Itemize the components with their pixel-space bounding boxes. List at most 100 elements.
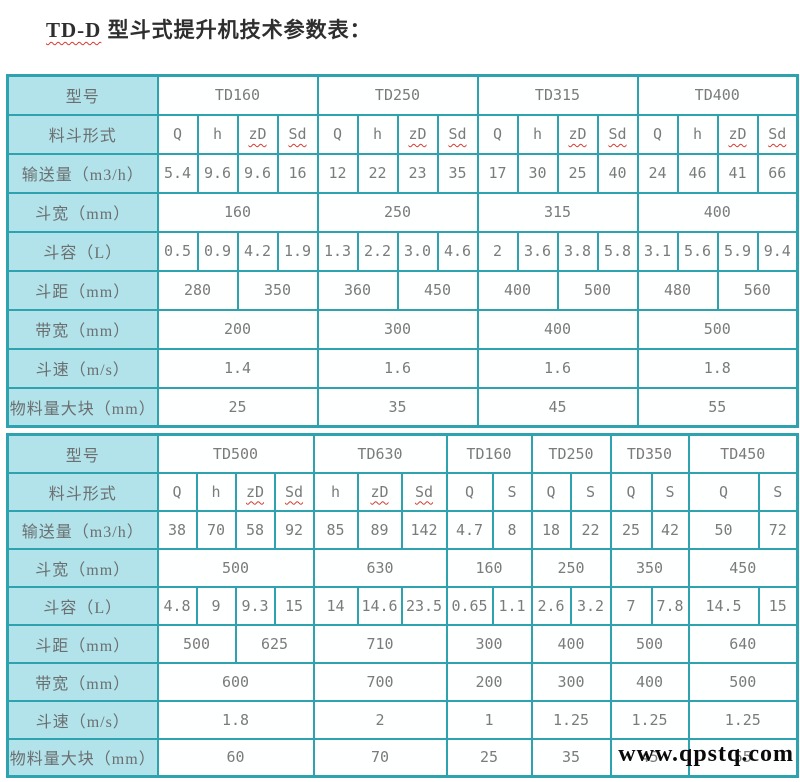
table-cell: 8 xyxy=(491,509,533,550)
table-cell: 9.3 xyxy=(234,585,276,626)
cell-value: 250 xyxy=(383,203,412,221)
table-cell: 58 xyxy=(234,509,276,550)
table-cell: 5.6 xyxy=(676,230,719,272)
table-cell: 1.8 xyxy=(156,699,315,740)
cell-value: 23.5 xyxy=(405,596,443,615)
cell-value: 142 xyxy=(410,520,438,539)
table-cell: Sd xyxy=(273,471,315,512)
cell-value: Q xyxy=(492,125,503,143)
table-cell: zD xyxy=(356,471,403,512)
table-cell: 1.4 xyxy=(156,347,319,389)
table-cell: 16 xyxy=(276,152,319,194)
table-row: 型号 TD160 TD250 TD315 TD400 xyxy=(6,74,799,116)
cell-value: 500 xyxy=(221,558,250,577)
table-cell: Q xyxy=(609,471,653,512)
cell-value: TD315 xyxy=(534,86,581,105)
title-model-code: TD-D xyxy=(46,18,102,42)
table-row: 带宽（mm） 600 700 200 300 400 500 xyxy=(6,661,799,702)
table-cell: Sd xyxy=(436,113,479,155)
cell-value: S xyxy=(773,482,783,501)
table-cell: 9.6 xyxy=(236,152,279,194)
cell-value: 360 xyxy=(343,281,372,299)
table-cell: 22 xyxy=(356,152,399,194)
row-label: 斗容（L） xyxy=(6,585,159,626)
table-cell: h xyxy=(312,471,359,512)
row-label: 斗容（L） xyxy=(6,230,159,272)
row-label: 斗距（mm） xyxy=(6,623,159,664)
cell-value: Sd xyxy=(608,125,627,143)
table-cell: zD xyxy=(556,113,599,155)
table-cell: 3.1 xyxy=(636,230,679,272)
table-cell: 480 xyxy=(636,269,719,311)
table-cell: TD160 xyxy=(445,433,533,474)
cell-value: 23 xyxy=(408,164,427,182)
table-cell: 18 xyxy=(530,509,572,550)
cell-value: 1.6 xyxy=(543,359,572,377)
cell-value: 450 xyxy=(423,281,452,299)
cell-value: 22 xyxy=(581,520,600,539)
cell-value: 4.6 xyxy=(443,242,472,260)
cell-value: 300 xyxy=(557,672,585,691)
cell-value: 3.8 xyxy=(563,242,592,260)
cell-value: 7.8 xyxy=(656,596,684,615)
cell-value: 5.6 xyxy=(683,242,712,260)
table-cell: 25 xyxy=(556,152,599,194)
cell-value: 12 xyxy=(328,164,347,182)
cell-value: 9.6 xyxy=(243,164,272,182)
row-label: 物料量大块（mm） xyxy=(6,737,159,778)
cell-value: 38 xyxy=(167,520,187,539)
cell-value: 2 xyxy=(492,242,503,260)
cell-value: 7 xyxy=(626,596,636,615)
table-cell: 42 xyxy=(650,509,690,550)
table-cell: 0.65 xyxy=(445,585,494,626)
row-label: 斗速（m/s） xyxy=(6,347,159,389)
table-cell: 50 xyxy=(687,509,760,550)
table-cell: Q xyxy=(156,471,198,512)
table-cell: 500 xyxy=(556,269,639,311)
table-row: 斗容（L） 0.5 0.9 4.2 1.9 1.3 2.2 3.0 4.6 2 3.6 3.8 5.8 3… xyxy=(6,230,799,272)
cell-value: 2.2 xyxy=(363,242,392,260)
table-cell: 30 xyxy=(516,152,559,194)
table-cell: TD315 xyxy=(476,74,639,116)
cell-value: 710 xyxy=(366,634,394,653)
cell-value: 1.6 xyxy=(383,359,412,377)
table-row: 输送量（m3/h） 38 70 58 92 85 89 142 4.7 8 18 22 25 42 50 72 xyxy=(6,509,799,550)
table-cell: 500 xyxy=(609,623,690,664)
table-cell: 300 xyxy=(445,623,533,664)
cell-value: 35 xyxy=(561,748,581,767)
table-row: 物料量大块（mm） 25 35 45 55 xyxy=(6,386,799,428)
cell-value: 200 xyxy=(223,320,252,338)
table-cell: S xyxy=(491,471,533,512)
cell-value: Sd xyxy=(288,125,307,143)
cell-value: TD500 xyxy=(212,444,259,463)
row-label: 物料量大块（mm） xyxy=(6,386,159,428)
cell-value: zD xyxy=(248,125,267,143)
table-cell: 400 xyxy=(609,661,690,702)
table-cell: zD xyxy=(396,113,439,155)
table-cell: Q xyxy=(156,113,199,155)
cell-value: zD xyxy=(370,482,389,501)
cell-value: TD250 xyxy=(374,86,421,105)
table-cell: Q xyxy=(687,471,760,512)
table-cell: 1.25 xyxy=(687,699,799,740)
cell-value: 450 xyxy=(729,558,757,577)
table-cell: 3.2 xyxy=(569,585,612,626)
cell-value: h xyxy=(372,125,383,143)
cell-value: Q xyxy=(626,482,636,501)
cell-value: zD xyxy=(408,125,427,143)
table-cell: 9.6 xyxy=(196,152,239,194)
cell-value: S xyxy=(665,482,675,501)
table-cell: 45 xyxy=(609,737,690,778)
table-cell: 7.8 xyxy=(650,585,690,626)
cell-value: 41 xyxy=(728,164,747,182)
cell-value: 315 xyxy=(543,203,572,221)
watermark: www.qpstq.com xyxy=(618,741,794,767)
cell-value: S xyxy=(507,482,517,501)
table-cell: 23.5 xyxy=(400,585,448,626)
table-cell: 4.8 xyxy=(156,585,198,626)
cell-value: S xyxy=(585,482,596,501)
table-cell: 1.25 xyxy=(530,699,612,740)
row-label: 型号 xyxy=(6,74,159,116)
cell-value: 35 xyxy=(448,164,467,182)
